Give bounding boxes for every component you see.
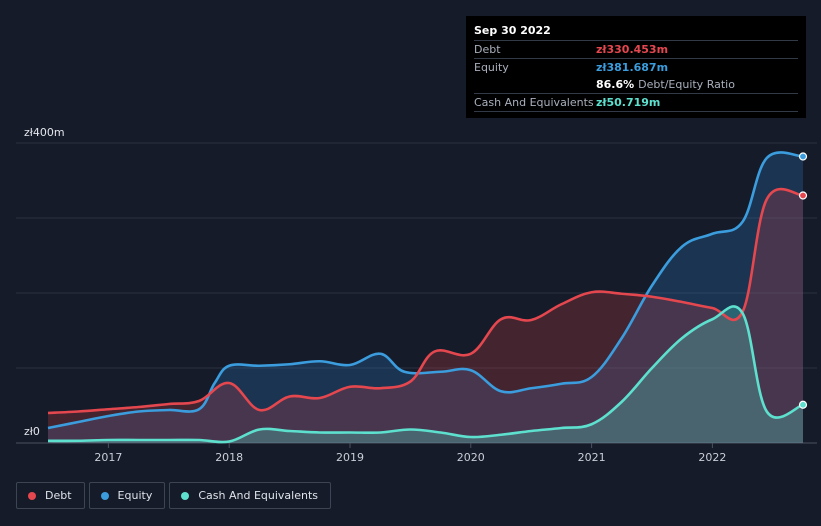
- tooltip-row-equity: Equity zł381.687m: [474, 58, 798, 76]
- tooltip-row-ratio: 86.6% Debt/Equity Ratio: [474, 76, 798, 93]
- end-markers: [798, 152, 808, 409]
- legend-item-debt[interactable]: Debt: [16, 482, 85, 509]
- tooltip-value-equity: zł381.687m: [596, 61, 669, 74]
- legend-item-cash[interactable]: Cash And Equivalents: [169, 482, 331, 509]
- legend-dot-icon: [28, 491, 36, 500]
- tooltip-row-cash: Cash And Equivalents zł50.719m: [474, 93, 798, 111]
- debt-end-marker: [798, 191, 808, 200]
- debt-line: [47, 187, 804, 415]
- tooltip-label: Equity: [474, 61, 509, 74]
- tooltip-value-cash: zł50.719m: [596, 96, 661, 109]
- x-tick-label: 2019: [336, 451, 364, 464]
- tooltip-ratio-value: 86.6%: [596, 78, 635, 91]
- grid: [16, 142, 817, 444]
- legend-label: Debt: [45, 489, 72, 502]
- tooltip-label: Debt: [474, 43, 501, 56]
- legend-item-equity[interactable]: Equity: [88, 482, 166, 509]
- tooltip-label: Cash And Equivalents: [474, 96, 594, 109]
- debt-area: [48, 189, 803, 443]
- tooltip: Sep 30 2022 Debt zł330.453m Equity zł381…: [466, 16, 806, 118]
- y-tick-label: zł400m: [24, 126, 65, 139]
- equity-end-marker: [798, 152, 808, 161]
- legend-dot-icon: [181, 491, 190, 500]
- tooltip-date: Sep 30 2022: [474, 24, 551, 37]
- tooltip-row-debt: Debt zł330.453m: [474, 40, 798, 58]
- x-tick-label: 2022: [698, 451, 726, 464]
- x-tick-label: 2018: [215, 451, 243, 464]
- axes: zł400m zł0 2017 2018 2019 2020 2021 2022: [24, 126, 726, 464]
- legend-label: Equity: [117, 489, 153, 502]
- legend: Debt Equity Cash And Equivalents: [16, 482, 331, 509]
- x-tick-label: 2021: [578, 451, 606, 464]
- series-lines: [47, 151, 804, 444]
- equity-area: [48, 152, 803, 443]
- legend-label: Cash And Equivalents: [198, 489, 318, 502]
- tooltip-value-debt: zł330.453m: [596, 43, 669, 56]
- cash-and-equivalents-end-marker: [798, 400, 808, 409]
- series-areas: [48, 152, 803, 443]
- y-tick-label: zł0: [24, 425, 40, 438]
- equity-line: [47, 151, 804, 430]
- tooltip-ratio-label: Debt/Equity Ratio: [638, 78, 735, 91]
- x-tick-label: 2017: [94, 451, 122, 464]
- cash-and-equivalents-line: [47, 305, 804, 444]
- legend-dot-icon: [100, 491, 109, 500]
- x-tick-label: 2020: [457, 451, 485, 464]
